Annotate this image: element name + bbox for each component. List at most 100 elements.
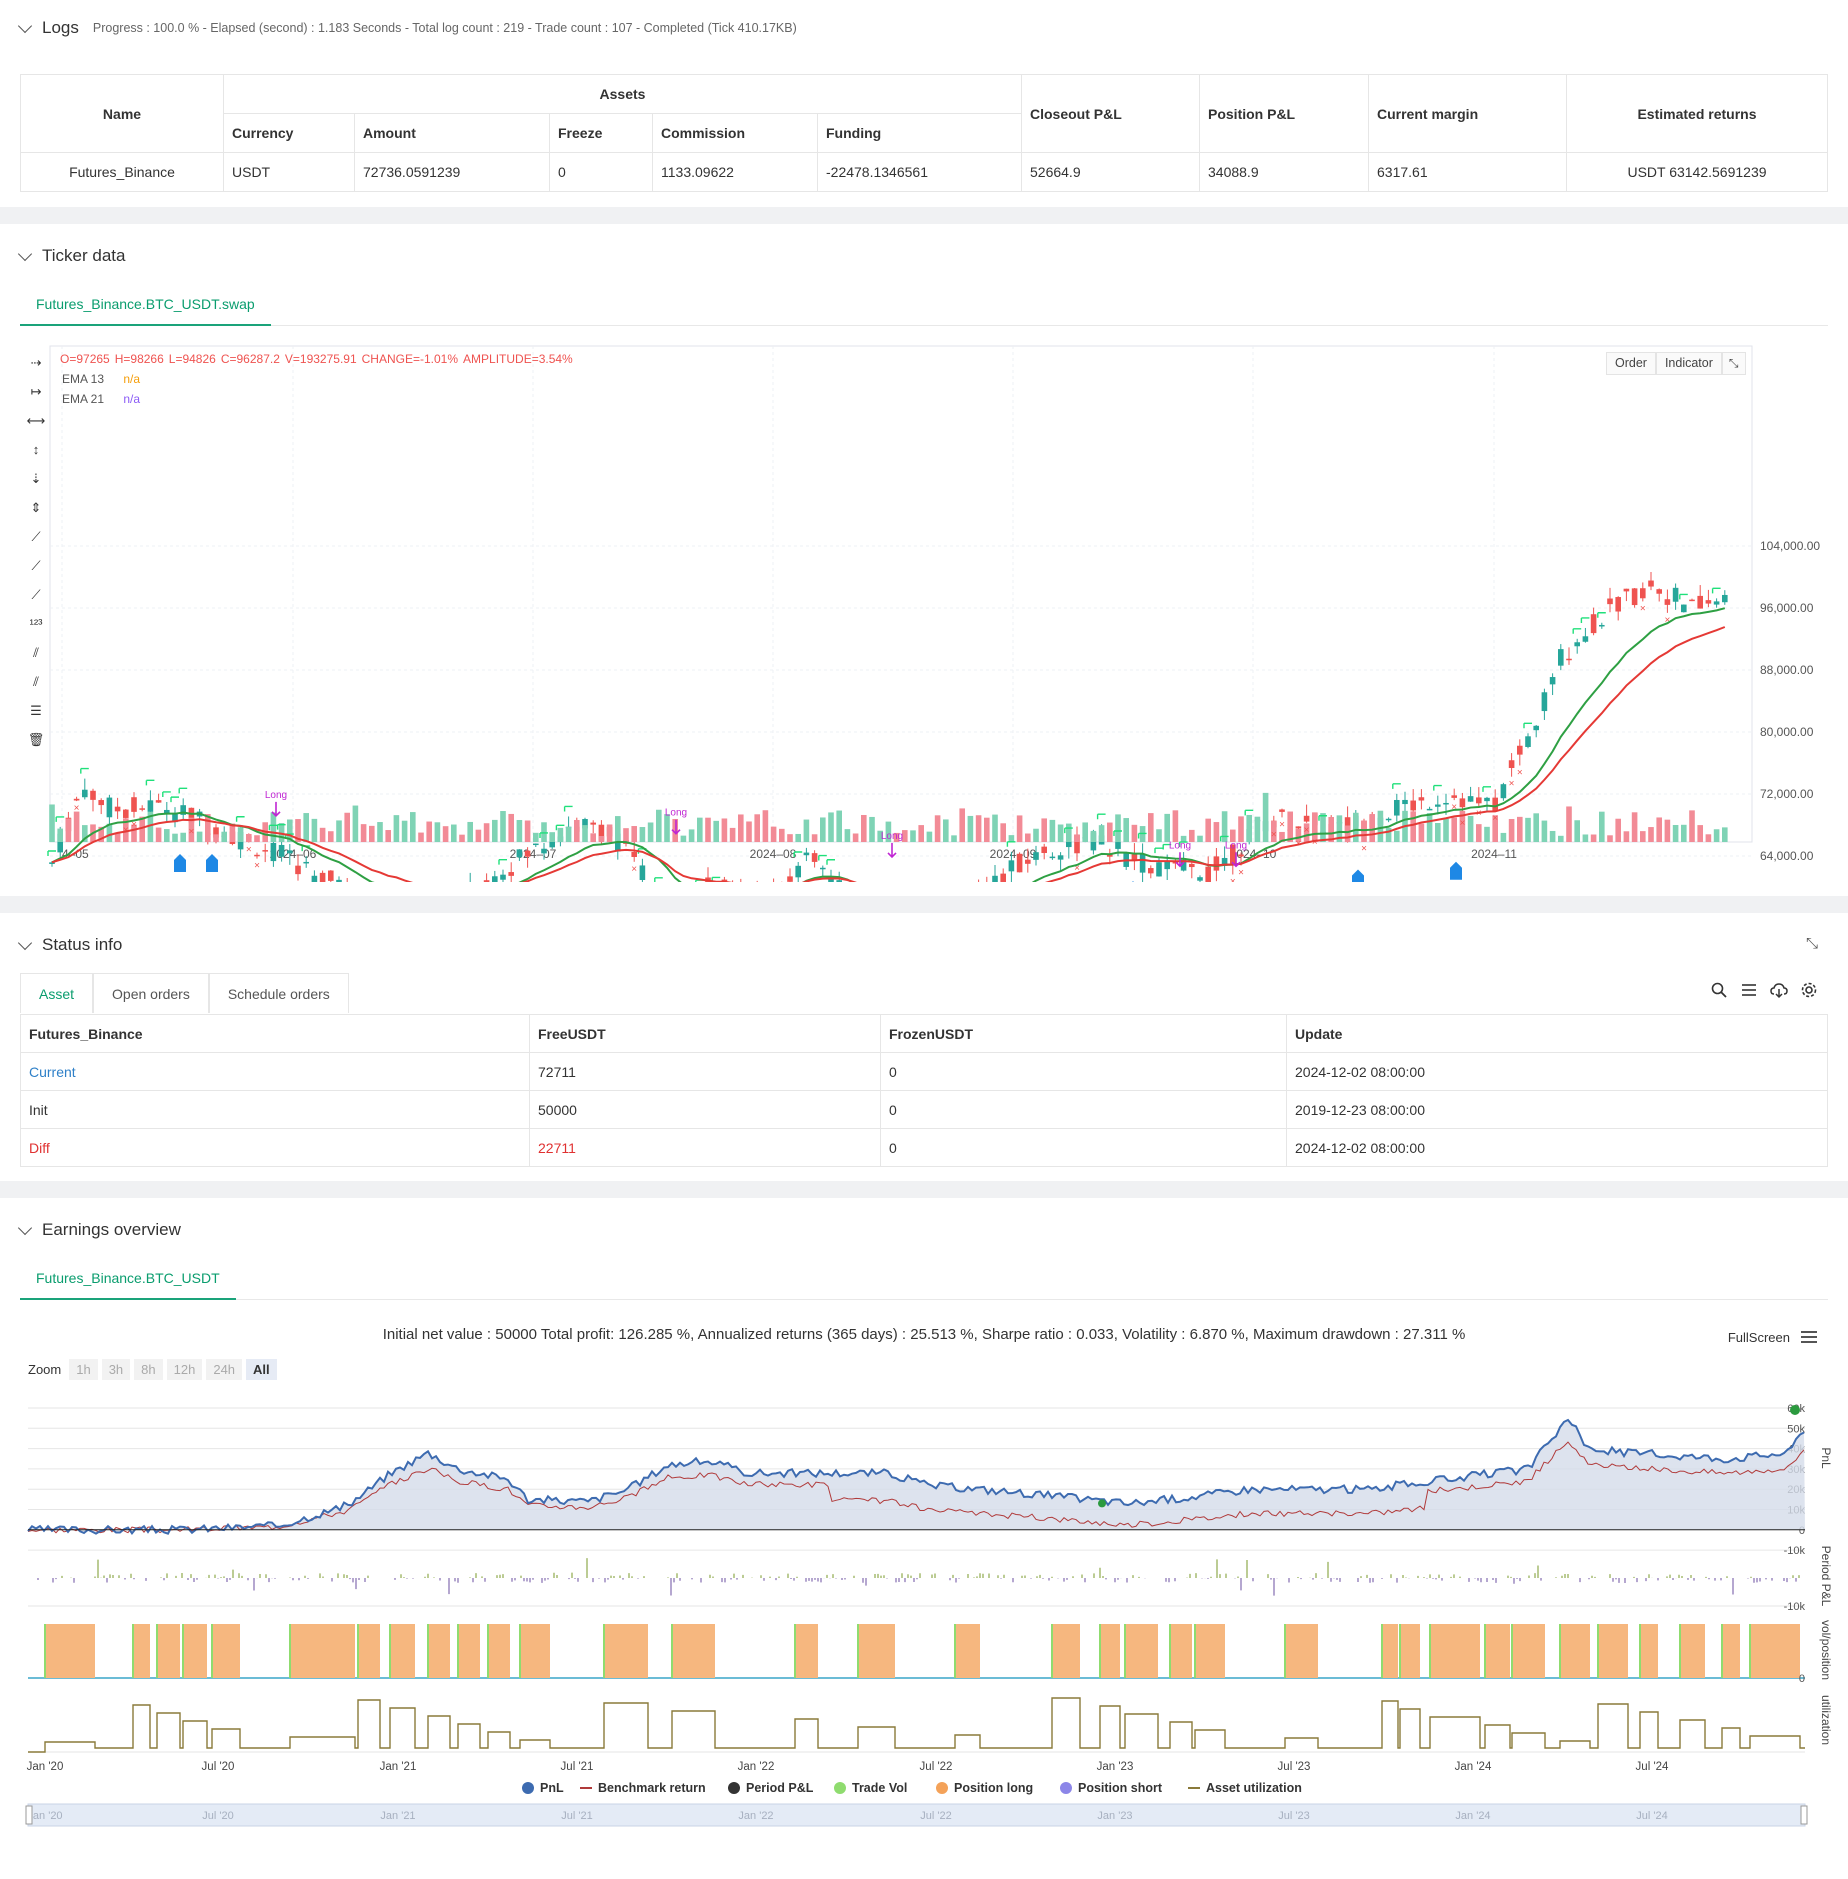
candlestick-chart[interactable]: 104,000.00 96,000.00 88,000.00 80,000.00 72,…	[40, 342, 1820, 882]
volume-bar	[1148, 813, 1154, 842]
volume-bar	[1377, 810, 1384, 842]
fullscreen-button[interactable]: FullScreen	[1727, 1329, 1790, 1345]
zoom-12h[interactable]: 12h	[166, 1359, 203, 1380]
trash-icon[interactable]: 🗑	[27, 732, 45, 747]
volume-bar	[549, 832, 555, 842]
logs-header[interactable]: Logs Progress : 100.0 % - Elapsed (secon…	[17, 18, 797, 38]
volume-bar	[959, 808, 965, 842]
x-tick-label: Jan '22	[738, 1761, 775, 1773]
extended-line-icon[interactable]: ⟷	[26, 413, 46, 428]
chevron-down-icon[interactable]	[17, 18, 33, 33]
chevron-down-icon[interactable]	[17, 246, 33, 261]
horizontal-ray-icon[interactable]: ↦	[30, 384, 42, 399]
cloud-download-icon[interactable]	[1770, 981, 1788, 999]
pitchfork-icon[interactable]: ⫽	[33, 674, 39, 689]
volume-bar	[779, 828, 785, 842]
zoom-all[interactable]: All	[246, 1359, 277, 1380]
stop-marker	[1523, 722, 1532, 729]
x-tick-label: Jan '23	[1097, 1761, 1134, 1773]
extended-trend-icon[interactable]: ⟋	[31, 587, 41, 602]
position-long-block	[1170, 1624, 1192, 1678]
candle-body	[1066, 841, 1072, 848]
status-title: Status info	[42, 935, 123, 954]
row-current-label[interactable]: Current	[20, 1052, 530, 1091]
candle-body	[1541, 692, 1548, 712]
candle-body	[1722, 594, 1728, 603]
vertical-segment-icon[interactable]: ⇣	[30, 471, 42, 486]
position-long-block	[795, 1624, 818, 1678]
tab-schedule-orders[interactable]: Schedule orders	[208, 973, 349, 1013]
collapse-icon[interactable]: ⤡	[1805, 935, 1818, 952]
volume-bar	[1615, 818, 1621, 842]
position-long-block	[488, 1624, 510, 1678]
zoom-24h[interactable]: 24h	[206, 1359, 243, 1380]
position-long-block	[1722, 1624, 1740, 1678]
volume-bar	[1648, 827, 1654, 842]
candle-body	[295, 865, 301, 875]
volume-bar	[1008, 835, 1015, 842]
volume-bar	[442, 826, 449, 842]
volume-bar	[1098, 825, 1105, 842]
ticker-header[interactable]: Ticker data	[17, 246, 126, 266]
volume-bar	[1508, 818, 1515, 842]
volume-bar	[1590, 834, 1597, 842]
earnings-header[interactable]: Earnings overview	[17, 1220, 181, 1240]
candle-body	[1549, 677, 1556, 685]
stop-marker	[162, 791, 171, 797]
tab-open-orders[interactable]: Open orders	[93, 973, 209, 1013]
position-long-block	[45, 1624, 95, 1678]
chevron-down-icon[interactable]	[17, 1220, 33, 1235]
long-label: Long	[1225, 840, 1247, 851]
gear-icon[interactable]	[1800, 981, 1818, 999]
expand-icon[interactable]: ⤡	[1721, 352, 1746, 375]
volume-bar	[705, 817, 711, 842]
trend-line-icon[interactable]: ⟋	[31, 529, 41, 544]
tab-btc-swap[interactable]: Futures_Binance.BTC_USDT.swap	[20, 282, 271, 326]
fib-levels-icon[interactable]: ☰	[30, 703, 42, 718]
cell-commission: 1133.09622	[652, 152, 818, 192]
stop-marker	[818, 854, 827, 861]
y-tick-label: 104,000.00	[1760, 539, 1820, 553]
candle-body	[155, 800, 162, 803]
volume-bar	[1344, 825, 1351, 842]
x-tick-label: Jul '20	[202, 1761, 235, 1773]
zoom-1h[interactable]: 1h	[69, 1359, 98, 1380]
vertical-line-icon[interactable]: ↕	[32, 442, 40, 457]
indicator-button[interactable]: Indicator	[1655, 352, 1722, 375]
menu-icon[interactable]	[1800, 1329, 1818, 1345]
drawing-toolbar: ⇢ ↦ ⟷ ↕ ⇣ ⇕ ⟋ ⟋ ⟋ ¹²³ ⫽ ⫽ ☰ 🗑	[22, 348, 50, 768]
tab-btc-usdt[interactable]: Futures_Binance.BTC_USDT	[20, 1256, 236, 1300]
earnings-summary: Initial net value : 50000 Total profit: …	[382, 1326, 1466, 1343]
candle-body	[90, 790, 96, 800]
cross-marker: ×	[1189, 880, 1195, 882]
cross-marker: ×	[1279, 819, 1285, 830]
candle-body	[1008, 860, 1015, 872]
position-long-block	[428, 1624, 450, 1678]
candle-body	[795, 865, 801, 878]
price-range-icon[interactable]: ⇕	[30, 500, 42, 515]
position-long-block	[1598, 1624, 1628, 1678]
col-margin: Current margin	[1368, 74, 1567, 153]
candle-body	[1213, 856, 1220, 871]
status-header[interactable]: Status info	[17, 935, 123, 955]
volume-bar	[762, 810, 769, 842]
zoom-3h[interactable]: 3h	[101, 1359, 131, 1380]
parallel-channel-icon[interactable]: ⫽	[33, 645, 39, 660]
col-currency: Currency	[223, 113, 355, 153]
col-assets: Assets	[223, 74, 1022, 114]
order-button[interactable]: Order	[1606, 352, 1656, 375]
zoom-8h[interactable]: 8h	[134, 1359, 163, 1380]
ray-icon[interactable]: ⟋	[31, 558, 41, 573]
list-icon[interactable]	[1740, 981, 1758, 999]
chevron-down-icon[interactable]	[17, 935, 33, 950]
ticker-title: Ticker data	[42, 246, 126, 265]
plot-area	[49, 345, 1753, 843]
price-label-icon[interactable]: ¹²³	[29, 616, 43, 631]
x-tick-label: Jul '21	[561, 1761, 594, 1773]
candle-body	[1410, 800, 1416, 811]
search-icon[interactable]	[1710, 981, 1728, 999]
volume-bar	[483, 823, 490, 842]
tab-asset[interactable]: Asset	[20, 973, 94, 1013]
horizontal-line-icon[interactable]: ⇢	[30, 355, 42, 370]
